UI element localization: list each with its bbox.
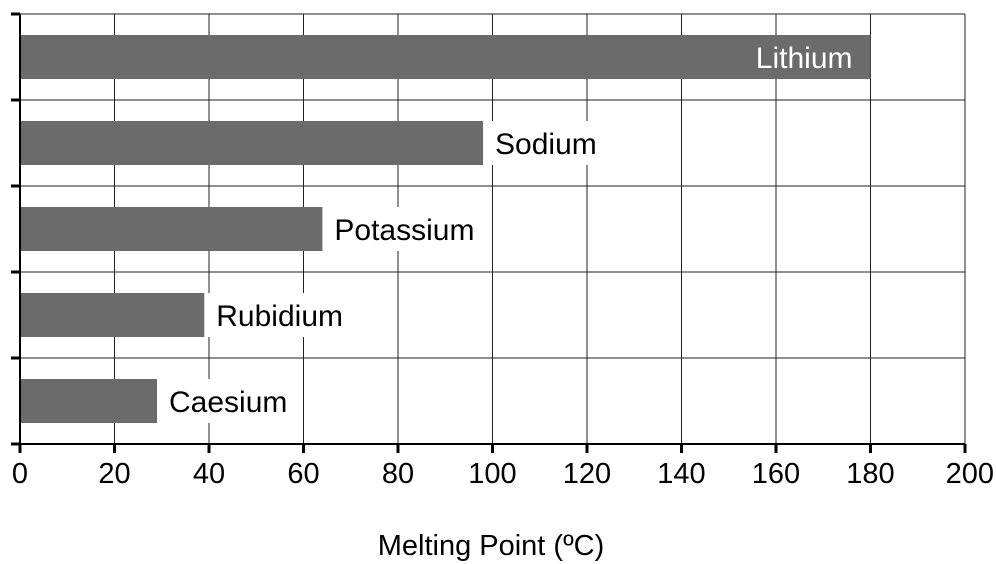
x-tick-label-100: 100 (468, 458, 516, 490)
x-tick-label-40: 40 (193, 458, 225, 490)
bar-label-caesium: Caesium (169, 386, 287, 419)
bar-sodium (20, 121, 484, 165)
x-tick-labels: 0 20 40 60 80 100 120 140 160 180 200 (12, 458, 994, 490)
bars: Lithium Sodium Potassium Rubidium Caesium (20, 35, 871, 423)
bar-label-rubidium: Rubidium (216, 300, 343, 333)
bar-label-sodium: Sodium (495, 128, 597, 161)
bar-potassium (20, 207, 323, 251)
bar-rubidium (20, 293, 205, 337)
bar-label-lithium: Lithium (756, 42, 853, 75)
x-tick-label-200: 200 (946, 458, 994, 490)
bar-label-bg-rubidium (206, 293, 357, 337)
bar-label-bg-sodium (485, 121, 602, 165)
x-tick-label-140: 140 (657, 458, 705, 490)
x-tick-label-180: 180 (846, 458, 894, 490)
bar-lithium (20, 35, 871, 79)
x-tick-label-20: 20 (98, 458, 130, 490)
x-tick-label-160: 160 (752, 458, 800, 490)
bar-label-bg-caesium (159, 379, 293, 423)
bar-label-bg-potassium (324, 207, 492, 251)
axes (11, 12, 967, 453)
x-tick-label-0: 0 (12, 458, 28, 490)
x-tick-label-120: 120 (563, 458, 611, 490)
x-tick-label-80: 80 (382, 458, 414, 490)
x-axis-title: Melting Point (ºC) (378, 530, 605, 562)
bar-label-potassium: Potassium (334, 214, 474, 247)
bar-caesium (20, 379, 158, 423)
x-tick-label-60: 60 (287, 458, 319, 490)
